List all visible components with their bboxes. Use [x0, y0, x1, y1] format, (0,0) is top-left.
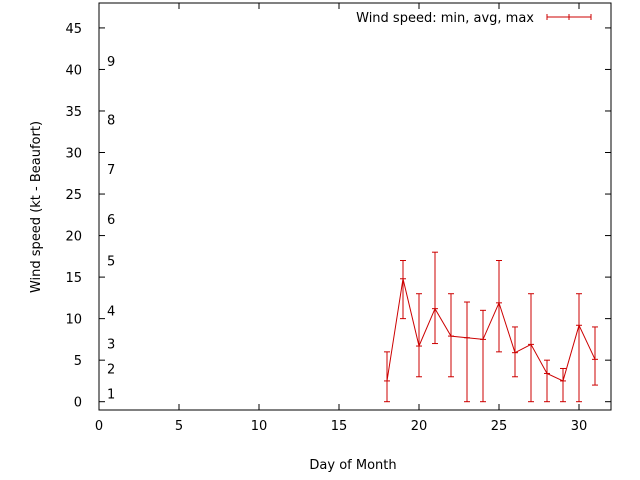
x-tick-label: 10 [251, 419, 268, 434]
y-tick-label: 45 [65, 22, 82, 37]
x-tick-label: 15 [331, 419, 348, 434]
y-tick-label: 15 [65, 271, 82, 286]
y-tick-label: 10 [65, 313, 82, 328]
x-axis-label: Day of Month [309, 458, 396, 473]
y-tick-label: 25 [65, 188, 82, 203]
legend-label: Wind speed: min, avg, max [356, 11, 534, 26]
x-tick-label: 20 [411, 419, 428, 434]
legend: Wind speed: min, avg, max [356, 11, 592, 26]
y-tick-label: 35 [65, 105, 82, 120]
y-tick-label: 40 [65, 63, 82, 78]
series-wind-speed [384, 251, 598, 403]
x-tick-label: 0 [95, 419, 103, 434]
beaufort-label: 7 [107, 163, 115, 178]
series-line [386, 278, 596, 382]
beaufort-scale-labels: 1 2 3 4 5 6 7 8 9 [107, 55, 115, 402]
beaufort-label: 1 [107, 387, 115, 402]
beaufort-label: 6 [107, 213, 115, 228]
beaufort-label: 9 [107, 55, 115, 70]
x-tick-label: 5 [175, 419, 183, 434]
beaufort-label: 4 [107, 304, 115, 319]
y-tick-label: 30 [65, 147, 82, 162]
beaufort-label: 5 [107, 254, 115, 269]
x-tick-label: 30 [571, 419, 588, 434]
y-axis-label: Wind speed (kt - Beaufort) [29, 121, 44, 293]
plot-frame [98, 2, 612, 411]
beaufort-label: 8 [107, 113, 115, 128]
y-tick-label: 20 [65, 230, 82, 245]
x-tick-label: 25 [491, 419, 508, 434]
y-tick-label: 0 [74, 396, 82, 411]
beaufort-label: 3 [107, 338, 115, 353]
y-tick-label: 5 [74, 354, 82, 369]
beaufort-label: 2 [107, 362, 115, 377]
